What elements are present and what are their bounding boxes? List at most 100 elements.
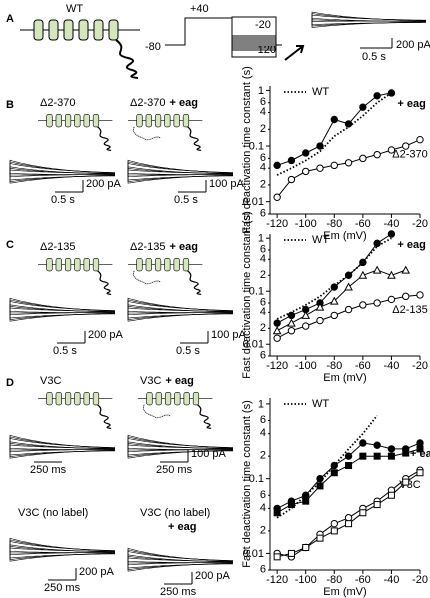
current-trace [9,551,116,554]
data-point [316,482,324,490]
current-trace [127,562,233,569]
c-terminus [97,126,112,152]
current-trace [9,552,115,559]
channel-topology [38,114,113,152]
current-trace [127,297,234,312]
x-tick-label: -120 [266,360,288,372]
current-traces [9,297,116,322]
transmembrane-helix [83,392,90,406]
current-trace [9,174,115,181]
data-point [329,296,339,305]
y-tick-label: 1 [258,398,264,410]
label: V3C [140,375,161,387]
data-point [344,120,353,128]
data-point [402,292,410,301]
x-axis-label: Em (mV) [323,586,366,598]
x-tick-label: -40 [383,574,399,586]
transmembrane-helix [64,258,72,272]
data-point [344,282,353,291]
transmembrane-helix [182,258,190,272]
data-point [373,441,381,449]
x-tick-label: -80 [326,574,342,586]
series-label: Δ2-370 [392,149,427,161]
data-point [330,527,338,535]
data-point [316,474,324,483]
x-tick-label: -40 [383,360,399,372]
transmembrane-helix [108,19,119,41]
current-trace [9,537,116,552]
data-point [359,439,367,447]
label: 0.5 s [51,194,75,206]
transmembrane-helix [182,114,190,128]
y-tick-label: 4 [260,106,266,118]
legend-label: WT [312,86,329,98]
label: Δ2-135 [130,241,165,253]
current-trace [311,18,426,22]
series-line [276,233,392,324]
y-tick-label: 6 [260,152,266,164]
y-tick-label: 4 [260,502,266,514]
data-point [302,322,310,330]
transmembrane-helix [48,19,59,41]
label: B [6,99,14,111]
data-point [387,146,396,154]
y-tick-label: 0.01 [243,548,264,560]
data-point [387,491,395,499]
transmembrane-helix [145,258,152,272]
channel-topology [138,392,213,430]
y-tick-label: 2 [260,178,266,190]
label: 100 pA [211,329,247,341]
data-point [273,319,281,327]
n-terminus [133,126,161,141]
y-tick-label: 2 [260,269,266,281]
data-point [302,491,310,499]
data-point [330,115,338,124]
y-axis-label: Fast deactivation time constant (s) [241,211,253,379]
y-axis-label: Fast deactivation time constant (s) [241,66,253,234]
data-point [301,310,311,319]
transmembrane-helix [78,19,89,41]
y-tick-label: 0.1 [249,286,264,298]
label: D [6,377,14,389]
series-label: + eag [397,98,425,110]
data-point [287,549,295,557]
label: WT [66,3,83,15]
data-point [387,89,396,97]
x-tick-label: -20 [412,360,428,372]
current-traces [127,434,234,459]
current-trace [9,434,116,449]
transmembrane-helix [192,392,200,406]
data-point [416,445,424,453]
transmembrane-helix [145,114,152,128]
current-trace [9,448,116,451]
data-point [273,193,281,201]
y-tick-label: 2 [260,524,266,536]
data-point [273,509,281,517]
y-tick-label: 6 [260,296,266,308]
y-tick-label: 6 [260,350,266,362]
transmembrane-helix [92,258,100,272]
y-tick-label: 4 [260,162,266,174]
data-point [330,519,338,528]
label: 0.5 s [53,345,77,357]
y-tick-label: 6 [260,243,266,255]
transmembrane-helix [154,114,162,128]
y-axis-label: Fast deactivation time constant (s) [241,400,253,568]
data-point [287,318,296,327]
data-point [287,311,296,320]
transmembrane-helix [63,19,74,41]
transmembrane-helix [164,392,172,406]
current-trace [127,561,234,564]
label: + eag [169,241,197,253]
transmembrane-helix [64,392,72,406]
x-axis-label: Em (mV) [323,230,366,242]
label: 250 ms [30,464,67,476]
current-trace [127,449,233,456]
transmembrane-helix [55,392,62,406]
x-tick-label: -40 [383,218,399,230]
label: + eag [169,97,197,109]
label: +40 [190,3,209,15]
channel-topology [20,19,140,79]
data-point [287,327,296,335]
